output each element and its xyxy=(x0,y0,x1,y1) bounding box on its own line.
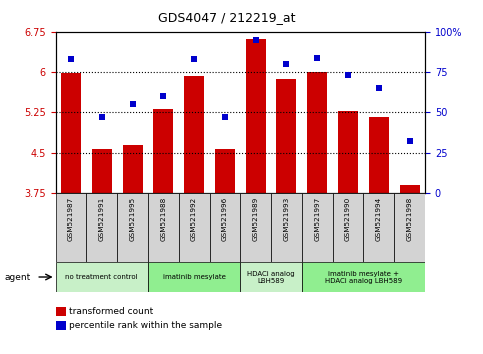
Text: GSM521996: GSM521996 xyxy=(222,197,228,241)
Text: GSM521990: GSM521990 xyxy=(345,197,351,241)
Bar xyxy=(184,76,204,193)
Text: GSM521991: GSM521991 xyxy=(99,197,105,241)
Text: agent: agent xyxy=(5,273,31,281)
Text: GSM521993: GSM521993 xyxy=(284,197,289,241)
Point xyxy=(313,55,321,61)
Bar xyxy=(210,193,240,262)
Point xyxy=(375,85,383,91)
Bar xyxy=(56,193,86,262)
Text: imatinib mesylate +
HDACi analog LBH589: imatinib mesylate + HDACi analog LBH589 xyxy=(325,270,402,284)
Bar xyxy=(307,72,327,193)
Text: GSM521988: GSM521988 xyxy=(160,197,166,241)
Bar xyxy=(394,193,425,262)
Bar xyxy=(92,149,112,193)
Text: no treatment control: no treatment control xyxy=(65,274,138,280)
Point xyxy=(344,73,352,78)
Point xyxy=(190,56,198,62)
Point xyxy=(67,56,75,62)
Point xyxy=(406,138,413,144)
Text: HDACi analog
LBH589: HDACi analog LBH589 xyxy=(247,270,295,284)
Point xyxy=(128,102,136,107)
Point xyxy=(159,93,167,99)
Bar xyxy=(246,39,266,193)
Point xyxy=(221,114,229,120)
Bar xyxy=(338,111,358,193)
Text: GSM521995: GSM521995 xyxy=(129,197,136,241)
Text: GSM521997: GSM521997 xyxy=(314,197,320,241)
Text: percentile rank within the sample: percentile rank within the sample xyxy=(69,321,222,330)
Bar xyxy=(276,79,297,193)
Bar xyxy=(271,193,302,262)
Bar xyxy=(61,73,81,193)
Text: GDS4047 / 212219_at: GDS4047 / 212219_at xyxy=(158,11,296,24)
Text: GSM521992: GSM521992 xyxy=(191,197,197,241)
Text: GSM521998: GSM521998 xyxy=(407,197,412,241)
Text: GSM521989: GSM521989 xyxy=(253,197,259,241)
Bar xyxy=(117,193,148,262)
Bar xyxy=(302,262,425,292)
Bar xyxy=(56,321,66,330)
Bar xyxy=(364,193,394,262)
Text: GSM521987: GSM521987 xyxy=(68,197,74,241)
Point xyxy=(252,37,259,43)
Bar xyxy=(148,262,241,292)
Bar xyxy=(215,149,235,193)
Text: transformed count: transformed count xyxy=(69,307,153,316)
Text: imatinib mesylate: imatinib mesylate xyxy=(163,274,226,280)
Bar xyxy=(179,193,210,262)
Bar xyxy=(148,193,179,262)
Bar xyxy=(240,262,302,292)
Bar xyxy=(399,185,420,193)
Bar xyxy=(153,109,173,193)
Text: GSM521994: GSM521994 xyxy=(376,197,382,241)
Point xyxy=(283,61,290,67)
Bar xyxy=(369,117,389,193)
Bar xyxy=(86,193,117,262)
Bar xyxy=(56,262,148,292)
Bar xyxy=(56,307,66,316)
Bar xyxy=(240,193,271,262)
Bar xyxy=(123,144,142,193)
Bar xyxy=(333,193,364,262)
Bar xyxy=(302,193,333,262)
Point xyxy=(98,114,106,120)
